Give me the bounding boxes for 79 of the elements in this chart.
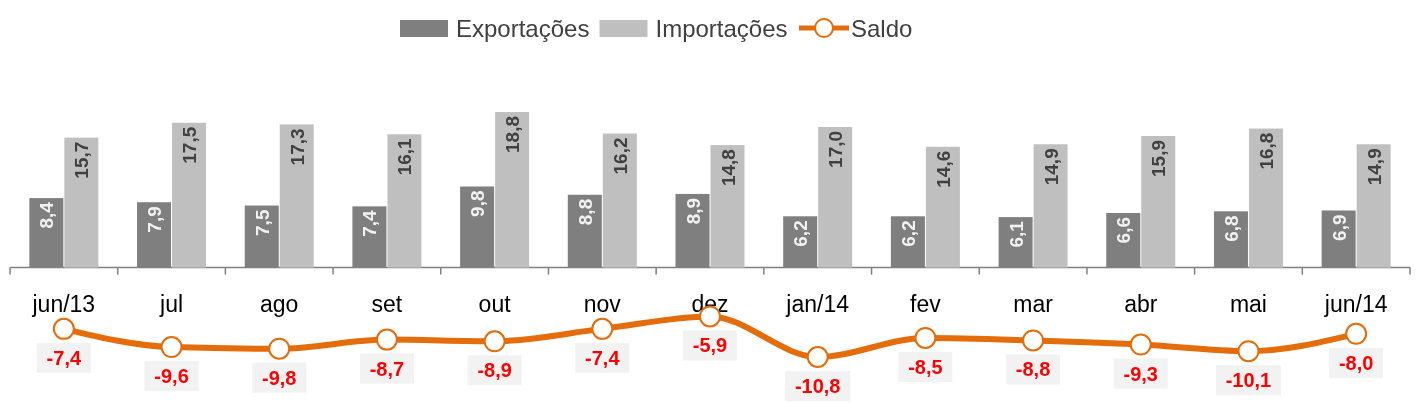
data-label: -7,4	[46, 346, 82, 369]
data-label: -10,8	[794, 375, 841, 397]
data-label: 18,8	[502, 116, 524, 153]
data-label: 6,9	[1328, 214, 1350, 241]
data-label: 8,8	[574, 198, 596, 226]
point	[1022, 329, 1045, 352]
x-tick-label: jan/14	[785, 290, 850, 317]
data-label: 16,8	[1255, 132, 1277, 170]
bar	[1141, 136, 1176, 268]
legend-label: Saldo	[851, 15, 913, 42]
data-label: -9,6	[154, 365, 189, 388]
bar	[1248, 128, 1283, 268]
bar	[602, 133, 637, 268]
data-label: 15,9	[1148, 140, 1170, 177]
x-tick-label: mar	[1013, 290, 1054, 317]
data-label: 8,9	[682, 197, 704, 225]
x-tick-label: fev	[910, 290, 942, 317]
data-label: -7,4	[585, 346, 621, 369]
data-label: 6,8	[1220, 215, 1242, 242]
data-label: 9,8	[467, 190, 489, 217]
data-label: -8,0	[1338, 351, 1374, 374]
data-label: 14,9	[1363, 148, 1385, 186]
x-tick-label: jun/14	[1323, 290, 1388, 317]
data-label: 6,6	[1113, 216, 1135, 244]
point	[1345, 322, 1368, 345]
data-label: 8,4	[36, 201, 58, 229]
x-tick-label: jun/13	[31, 290, 96, 317]
data-label: 6,2	[790, 220, 812, 247]
bar	[172, 122, 207, 268]
data-label: 14,9	[1040, 148, 1062, 186]
bar	[1033, 144, 1068, 268]
bar	[64, 137, 99, 268]
bar	[279, 124, 314, 268]
data-label: -8,5	[908, 355, 943, 378]
data-label: 16,2	[609, 137, 631, 175]
x-tick-label: abr	[1124, 290, 1158, 317]
bar	[1356, 144, 1391, 268]
data-label: 6,2	[897, 220, 919, 247]
data-label: 17,5	[179, 126, 201, 164]
data-label: 17,0	[825, 130, 847, 168]
bar	[387, 134, 422, 268]
x-tick-label: ago	[260, 290, 299, 317]
point	[1129, 333, 1152, 356]
data-label: 16,1	[394, 137, 416, 176]
bar	[495, 112, 530, 268]
data-label: 14,6	[932, 150, 954, 188]
x-tick-label: out	[478, 290, 512, 317]
data-label: 14,8	[717, 149, 739, 187]
data-label: 7,4	[359, 209, 381, 237]
data-label: 6,1	[1005, 220, 1027, 248]
data-label: -10,1	[1225, 369, 1272, 392]
data-label: -9,3	[1123, 362, 1158, 385]
point	[268, 337, 291, 360]
point	[591, 317, 614, 340]
x-tick-label: nov	[583, 290, 622, 317]
x-tick-label: set	[371, 290, 403, 317]
data-label: -8,9	[477, 359, 512, 382]
point	[1237, 340, 1260, 363]
bar	[710, 145, 745, 268]
bar	[818, 126, 853, 268]
data-label: -8,8	[1015, 358, 1051, 381]
point	[160, 336, 183, 359]
legend-label: Exportações	[456, 15, 590, 42]
x-tick-label: jul	[159, 290, 184, 317]
point	[483, 330, 506, 353]
data-label: 15,7	[71, 141, 93, 179]
point	[806, 346, 829, 368]
data-label: 17,3	[286, 128, 308, 166]
data-label: -8,7	[369, 357, 405, 380]
data-label: -5,9	[692, 334, 728, 357]
x-tick-label: mai	[1229, 290, 1267, 317]
data-label: 7,9	[144, 206, 166, 233]
point	[52, 317, 75, 340]
legend-label: Importações	[655, 15, 788, 42]
point	[375, 328, 398, 351]
data-label: 7,5	[251, 209, 273, 236]
point	[914, 326, 937, 349]
bar	[925, 146, 960, 268]
data-label: -9,8	[262, 366, 297, 389]
